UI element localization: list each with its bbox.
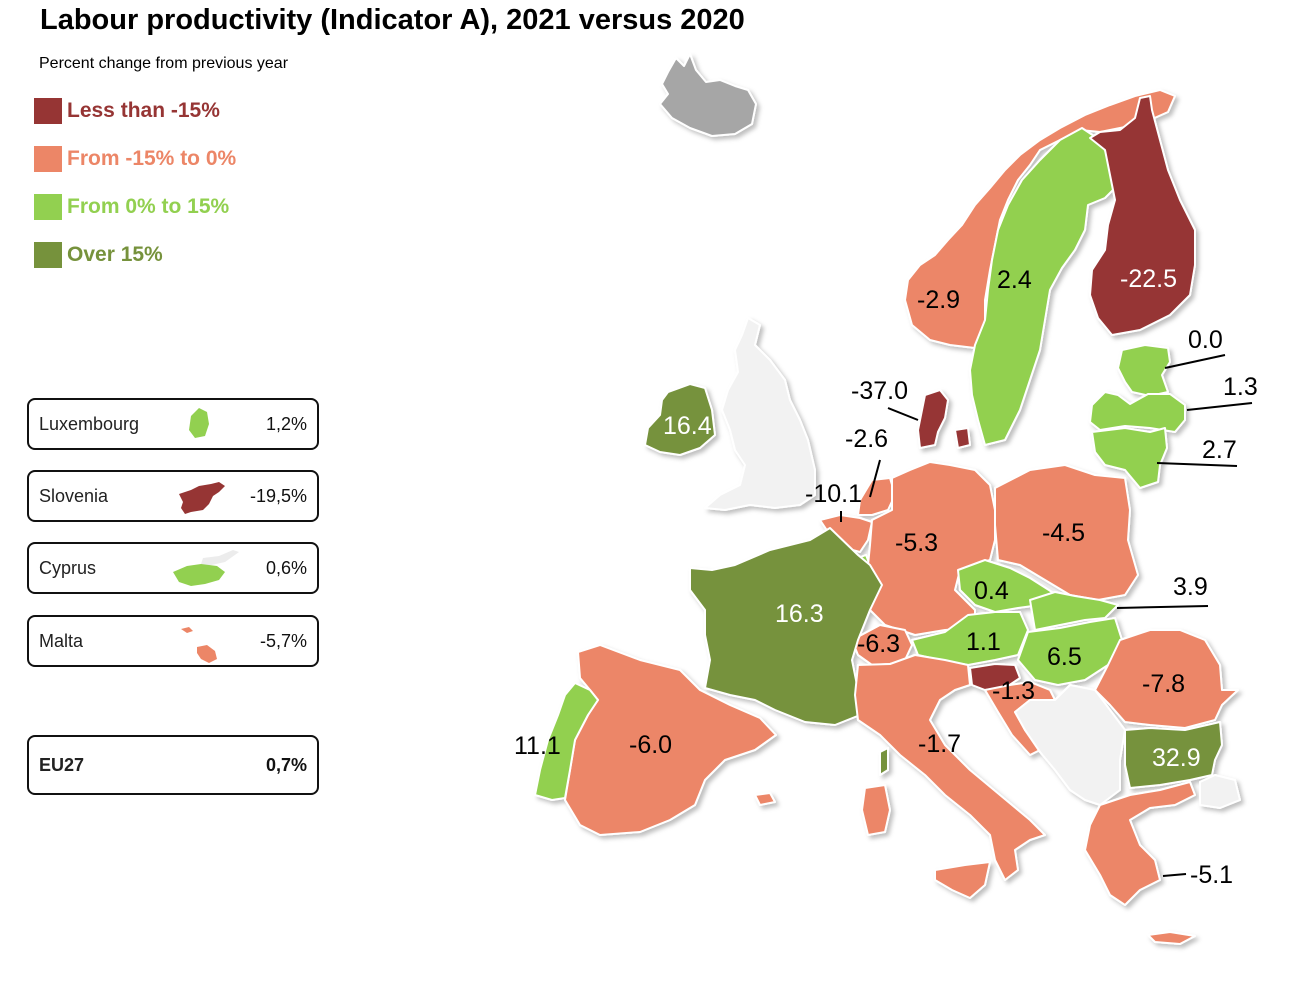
- legend-item-less-than-minus15: Less than -15%: [34, 97, 236, 125]
- legend-swatch-light-green: [34, 194, 62, 220]
- country-germany[interactable]: [867, 461, 996, 636]
- map-label-lithuania: 2.7: [1202, 436, 1237, 464]
- country-value: 1,2%: [265, 413, 307, 434]
- leader-line-latvia: [1186, 402, 1253, 411]
- country-value: -19,5%: [249, 485, 307, 506]
- legend-label: Less than -15%: [67, 99, 220, 122]
- country-name: Slovenia: [39, 485, 109, 506]
- malta-shape-icon: [181, 627, 217, 663]
- eu27-label: EU27: [39, 754, 85, 775]
- map-label-croatia: -1.3: [992, 677, 1035, 705]
- country-finland[interactable]: [1089, 95, 1196, 336]
- map-label-netherlands: -2.6: [845, 425, 888, 453]
- map-label-austria: 1.1: [966, 628, 1001, 656]
- small-country-box-slovenia: Slovenia -19,5%: [27, 470, 319, 522]
- map-label-france: 16.3: [775, 600, 824, 628]
- country-value: -5,7%: [259, 630, 307, 651]
- small-country-box-luxembourg: Luxembourg 1,2%: [27, 398, 319, 450]
- map-label-portugal: 11.1: [514, 732, 561, 760]
- leader-line-greece: [1162, 873, 1187, 877]
- map-label-spain: -6.0: [629, 731, 672, 759]
- luxembourg-shape-icon: [189, 408, 209, 438]
- country-poland[interactable]: [994, 464, 1139, 601]
- map-label-hungary: 6.5: [1047, 643, 1082, 671]
- country-sweden[interactable]: [969, 127, 1119, 446]
- country-estonia[interactable]: [1117, 344, 1171, 397]
- map-label-slovakia: 3.9: [1173, 573, 1208, 601]
- legend-swatch-salmon: [34, 146, 62, 172]
- country-greece[interactable]: [1084, 781, 1196, 906]
- map-label-romania: -7.8: [1142, 670, 1185, 698]
- legend-label: From 0% to 15%: [67, 195, 230, 218]
- leader-line-slovakia: [1116, 605, 1209, 609]
- legend-swatch-dark-red: [34, 98, 62, 124]
- eu27-total-box: EU27 0,7%: [27, 735, 319, 795]
- map-label-germany: -5.3: [895, 529, 938, 557]
- country-ireland[interactable]: [644, 383, 716, 456]
- legend-item-over-15: Over 15%: [34, 241, 236, 269]
- chart-title: Labour productivity (Indicator A), 2021 …: [40, 4, 745, 36]
- leader-line-estonia: [1164, 354, 1226, 369]
- leader-line-denmark: [887, 407, 919, 421]
- legend-label: From -15% to 0%: [67, 147, 237, 170]
- map-label-bulgaria: 32.9: [1152, 744, 1201, 772]
- country-name: Cyprus: [39, 557, 97, 578]
- leader-line-netherlands: [869, 459, 881, 498]
- country-value: 0,6%: [265, 557, 307, 578]
- map-label-switzerland: -6.3: [857, 630, 900, 658]
- legend-swatch-olive-green: [34, 242, 62, 268]
- country-name: Malta: [39, 630, 84, 651]
- map-label-ireland: 16.4: [663, 412, 712, 440]
- map-label-poland: -4.5: [1042, 519, 1085, 547]
- country-portugal[interactable]: [534, 682, 599, 801]
- map-label-sweden: 2.4: [997, 266, 1032, 294]
- country-france[interactable]: [689, 527, 883, 726]
- country-latvia[interactable]: [1089, 391, 1186, 433]
- map-label-estonia: 0.0: [1188, 326, 1223, 354]
- country-slovakia[interactable]: [1029, 591, 1119, 631]
- island-balearic[interactable]: [754, 792, 776, 806]
- country-italy[interactable]: [854, 654, 1046, 881]
- eu27-value: 0,7%: [265, 754, 307, 775]
- map-label-latvia: 1.3: [1223, 373, 1258, 401]
- country-netherlands[interactable]: [857, 477, 896, 516]
- map-label-norway: -2.9: [917, 286, 960, 314]
- country-lithuania[interactable]: [1091, 427, 1168, 489]
- map-label-finland: -22.5: [1120, 265, 1177, 293]
- legend-item-0-to-15: From 0% to 15%: [34, 193, 236, 221]
- chart-subtitle: Percent change from previous year: [39, 55, 289, 72]
- map-label-czechia: 0.4: [974, 577, 1009, 605]
- region-western-balkans[interactable]: [1014, 684, 1126, 806]
- cyprus-shape-icon: [173, 550, 239, 586]
- island-sicily[interactable]: [934, 861, 991, 899]
- legend-item-minus15-to-0: From -15% to 0%: [34, 145, 236, 173]
- island-sardinia[interactable]: [861, 784, 891, 836]
- country-romania[interactable]: [1094, 629, 1239, 729]
- country-bulgaria[interactable]: [1124, 721, 1223, 789]
- region-turkey[interactable]: [1199, 774, 1241, 809]
- slovenia-shape-icon: [179, 482, 225, 514]
- map-label-greece: -5.1: [1190, 861, 1233, 889]
- legend: Less than -15% From -15% to 0% From 0% t…: [34, 97, 236, 289]
- country-iceland[interactable]: [659, 53, 757, 137]
- island-corsica[interactable]: [879, 747, 889, 776]
- map-label-italy: -1.7: [918, 730, 961, 758]
- country-denmark-island[interactable]: [954, 427, 971, 449]
- country-denmark[interactable]: [917, 389, 949, 449]
- country-name: Luxembourg: [39, 413, 140, 434]
- legend-label: Over 15%: [67, 243, 163, 266]
- country-united-kingdom[interactable]: [704, 317, 816, 511]
- map-label-denmark: -37.0: [851, 377, 908, 405]
- island-crete[interactable]: [1147, 931, 1196, 945]
- small-country-box-cyprus: Cyprus 0,6%: [27, 542, 319, 594]
- map-label-belgium: -10.1: [805, 480, 862, 508]
- leader-line-lithuania: [1156, 462, 1238, 467]
- country-slovenia[interactable]: [969, 663, 1021, 691]
- small-country-box-malta: Malta -5,7%: [27, 615, 319, 667]
